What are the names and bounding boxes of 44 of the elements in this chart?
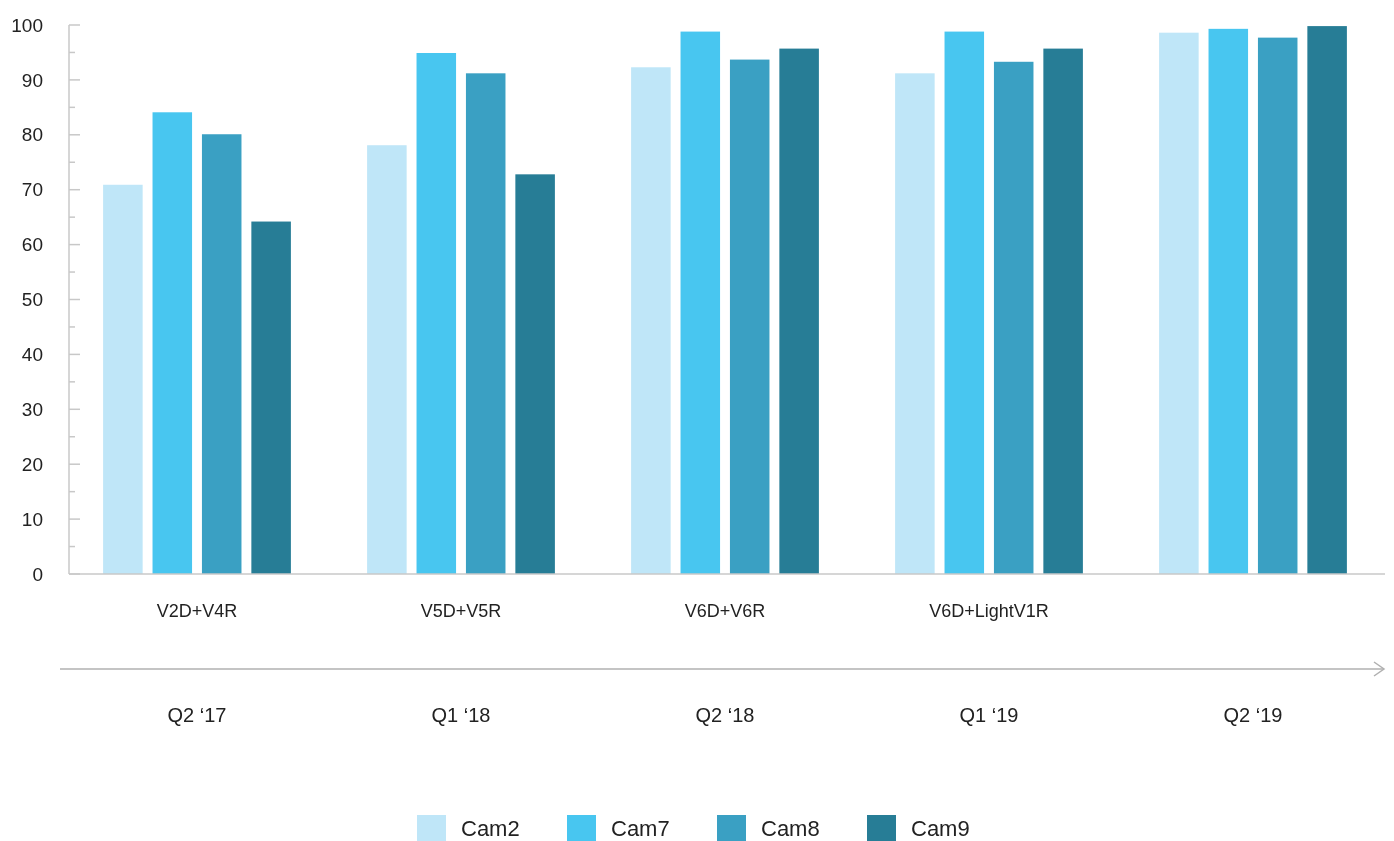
y-tick-label: 40 [21,344,43,366]
bar [103,184,143,574]
y-tick-label: 100 [11,14,43,36]
x-tick-label: Q1 ‘19 [959,704,1019,726]
bar [895,73,935,574]
y-tick-label: 70 [21,179,43,201]
bar [416,53,457,574]
y-tick-label: 10 [21,508,43,530]
legend-label: Cam8 [761,815,820,841]
bar [515,174,555,574]
bar [680,31,721,574]
legend-label: Cam7 [611,815,670,841]
legend-label: Cam2 [461,815,520,841]
bar [729,59,770,574]
x-tick-label: Q1 ‘18 [431,704,491,726]
legend-label: Cam9 [911,815,970,841]
bar [993,61,1034,574]
bar [201,134,242,574]
bar [631,67,671,574]
bar [152,112,193,574]
bar [251,221,291,574]
x-tick-label: Q2 ‘17 [167,704,227,726]
y-tick-label: 20 [21,453,43,475]
y-tick-label: 30 [21,398,43,420]
text: V2D+V4R [156,601,238,621]
text: V6D+V6R [684,601,766,621]
bar [465,73,506,574]
y-tick-label: 90 [21,69,43,91]
bar [1307,26,1347,574]
y-tick-label: 80 [21,124,43,146]
x-tick-label: Q2 ‘18 [695,704,755,726]
bar [367,145,407,574]
bar [944,31,985,574]
y-tick-label: 60 [21,234,43,256]
bar [1043,48,1083,574]
text: V6D+LightV1R [929,601,1049,621]
bar [1257,37,1298,574]
bar [779,48,819,574]
y-tick-label: 0 [32,563,43,585]
bar [1159,32,1199,574]
x-tick-label: Q2 ‘19 [1223,704,1283,726]
y-tick-label: 50 [21,289,43,311]
bar [1208,28,1249,574]
text: V5D+V5R [420,601,502,621]
